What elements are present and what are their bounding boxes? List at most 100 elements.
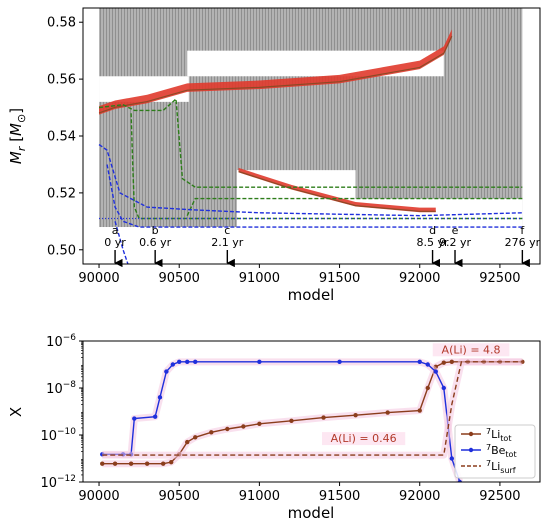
- top-y-label-unit: M: [7, 123, 25, 136]
- bottom-y-tick-label: 10−10: [40, 427, 76, 444]
- series-point-li-tot: [112, 461, 118, 466]
- bottom-x-ticks: 90000 90500 91000 91500 92000 92500: [78, 482, 521, 504]
- bottom-x-tick-label: 90500: [159, 489, 200, 504]
- series-point-li-tot: [289, 418, 294, 424]
- top-x-tick-label: 90000: [78, 271, 119, 286]
- legend-entry-li-tot: 7Litot: [461, 427, 511, 443]
- series-point-li-tot: [193, 435, 198, 440]
- epoch-marker-b: b0.6 yr: [139, 224, 172, 268]
- epoch-time-b: 0.6 yr: [139, 236, 172, 249]
- legend-label-li-tot: 7Litot: [486, 427, 511, 443]
- series-point-li-tot: [257, 421, 262, 426]
- series-point-li-tot: [441, 360, 446, 365]
- legend-li-surf-sup: 7: [486, 459, 491, 468]
- green-boundary-line-2: [130, 113, 523, 220]
- epoch-marker-a: a0 yr: [104, 224, 126, 268]
- top-y-tick-label: 0.54: [47, 130, 76, 145]
- blue-boundary-line-1: [98, 143, 523, 217]
- bottom-x-tick-label: 92500: [479, 489, 520, 504]
- annotation-2: A(Li) = 0.46: [322, 432, 406, 446]
- legend-be-tot-sub: tot: [505, 450, 516, 459]
- series-point-li-tot: [100, 461, 105, 466]
- series-point-be-tot: [457, 479, 463, 482]
- top-x-tick-label: 92500: [479, 271, 520, 286]
- epoch-marker-d: d8.5 yr: [417, 224, 450, 268]
- epoch-letter-a: a: [112, 224, 119, 237]
- legend-label-li-surf: 7Lisurf: [486, 459, 516, 475]
- series-point-li-tot: [168, 459, 174, 465]
- series-point-be-tot: [449, 456, 455, 461]
- top-x-axis-label: model: [288, 286, 335, 304]
- top-y-label-bracket-close: ]: [7, 108, 25, 114]
- top-plot-area: [98, 8, 523, 264]
- series-point-li-tot: [385, 410, 390, 415]
- epoch-time-c: 2.1 yr: [211, 236, 244, 249]
- annotation-1: A(Li) = 4.8: [432, 343, 510, 357]
- legend-li-tot-main: Li: [491, 428, 500, 441]
- top-y-label-main: M: [7, 151, 25, 164]
- bottom-y-axis-label: X: [7, 407, 25, 417]
- bottom-plot-frame: [82, 340, 541, 483]
- burning-shell-edge-2: [238, 170, 436, 212]
- top-y-tick-label: 0.56: [47, 73, 76, 88]
- legend-frame: [454, 424, 536, 479]
- legend: 7Litot 7Betot 7Lisurf: [454, 424, 536, 479]
- blue-boundary-line-2: [106, 164, 523, 228]
- bottom-y-tick-label: 10−8: [46, 380, 76, 397]
- series-point-be-tot: [170, 362, 175, 367]
- series-point-be-tot: [337, 359, 342, 365]
- legend-li-surf-sub: surf: [500, 466, 516, 475]
- burning-shell-2: [238, 167, 436, 213]
- series-point-be-tot: [441, 385, 446, 391]
- top-x-tick-label: 91000: [239, 271, 280, 286]
- legend-label-be-tot: 7Betot: [486, 443, 517, 459]
- bottom-y-ticks: 10−12 10−10 10−8 10−6: [40, 333, 83, 491]
- legend-be-tot-sup: 7: [486, 443, 491, 452]
- series-point-be-tot: [164, 369, 169, 374]
- annotation-text-2: A(Li) = 0.46: [331, 432, 397, 445]
- series-point-li-tot: [160, 461, 166, 466]
- epoch-time-f: 276 yr: [505, 236, 541, 249]
- top-x-tick-label: 90500: [159, 271, 200, 286]
- epoch-time-d: 8.5 yr: [417, 236, 450, 249]
- series-point-be-tot: [177, 359, 182, 365]
- annotation-bg-1: [432, 343, 510, 357]
- series-point-li-tot: [209, 430, 214, 435]
- legend-li-tot-sup: 7: [486, 427, 491, 436]
- top-y-tick-label: 0.50: [47, 243, 76, 258]
- epoch-letter-c: c: [224, 224, 230, 237]
- top-y-tick-label: 0.58: [47, 16, 76, 31]
- series-point-be-tot: [257, 359, 262, 365]
- top-y-tick-label: 0.52: [47, 186, 76, 201]
- bottom-panel: 90000 90500 91000 91500 92000 92500 10−1210−1…: [7, 333, 541, 522]
- series-point-li-tot: [185, 439, 190, 445]
- legend-li-tot-sub: tot: [500, 434, 511, 443]
- green-boundary-line-1: [98, 97, 523, 188]
- legend-be-tot-main: Be: [491, 444, 506, 457]
- bottom-y-tick-label: 10−12: [40, 474, 76, 491]
- series-point-be-tot: [152, 414, 158, 419]
- series-point-li-tot: [449, 359, 455, 365]
- series-point-be-tot: [433, 369, 438, 374]
- series-point-be-tot: [157, 395, 163, 400]
- annotation-text-1: A(Li) = 4.8: [442, 343, 501, 356]
- bottom-x-axis-label: model: [288, 504, 335, 522]
- bottom-y-tick-label: 10−6: [46, 333, 76, 350]
- legend-li-surf-main: Li: [491, 460, 500, 473]
- bottom-x-tick-label: 91000: [239, 489, 280, 504]
- bottom-plot-area: [100, 358, 525, 482]
- top-panel: 90000 90500 91000 91500 92000 92500 0.500.520…: [7, 7, 541, 304]
- top-y-ticks: 0.50 0.52 0.54 0.56 0.58: [47, 16, 83, 258]
- bottom-x-tick-label: 90000: [78, 489, 119, 504]
- bottom-x-tick-label: 92000: [399, 489, 440, 504]
- blue-boundary-line-3: [114, 221, 129, 264]
- series-point-li-tot: [425, 385, 430, 391]
- bottom-x-tick-label: 91500: [319, 489, 360, 504]
- epoch-marker-e: e9.2 yr: [439, 224, 471, 268]
- top-x-tick-label: 92000: [399, 271, 440, 286]
- series-point-be-tot: [417, 359, 422, 365]
- series-line-li-surf: [102, 361, 523, 456]
- series-point-be-tot: [193, 359, 198, 365]
- legend-marker-be-tot: [468, 447, 474, 453]
